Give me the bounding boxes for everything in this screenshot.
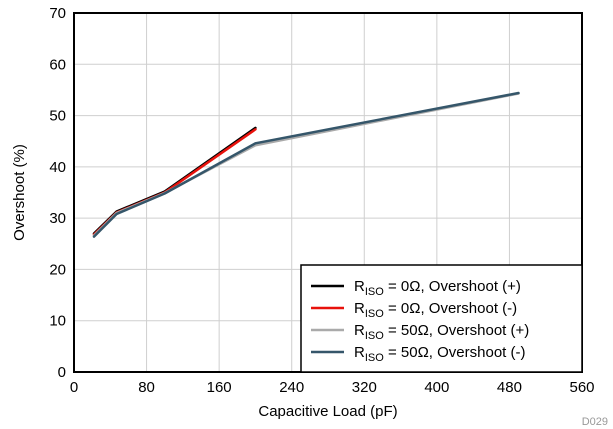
x-tick-label: 560: [569, 379, 594, 396]
x-tick-label: 0: [70, 379, 78, 396]
legend-entry-2: RISO = 0Ω, Overshoot (-): [354, 300, 517, 320]
x-axis-title: Capacitive Load (pF): [258, 403, 397, 420]
legend-entry-symbol: R: [354, 278, 365, 295]
legend-entry-description: = 0Ω, Overshoot (+): [384, 278, 521, 295]
legend-entry-subscript: ISO: [365, 330, 384, 342]
series-line-4: [92, 91, 520, 238]
y-tick-label: 70: [49, 5, 66, 22]
x-tick-label: 480: [497, 379, 522, 396]
legend-entry-symbol: R: [354, 344, 365, 361]
y-tick-label: 40: [49, 159, 66, 176]
y-tick-label: 10: [49, 313, 66, 330]
y-tick-label: 30: [49, 210, 66, 227]
x-tick-label: 160: [207, 379, 232, 396]
legend-entry-3: RISO = 50Ω, Overshoot (+): [354, 322, 529, 342]
legend-entry-description: = 50Ω, Overshoot (+): [384, 322, 529, 339]
x-axis-ticks: 0 80 160 240 320 400 480 560: [70, 379, 595, 396]
figure-code: D029: [582, 416, 608, 428]
series-line-3: [92, 92, 520, 237]
y-axis-ticks: 0 10 20 30 40 50 60 70: [49, 5, 66, 381]
legend-entry-4: RISO = 50Ω, Overshoot (-): [354, 344, 525, 364]
series-lines: [92, 91, 520, 238]
x-tick-label: 400: [424, 379, 449, 396]
y-tick-label: 0: [58, 364, 66, 381]
legend: RISO = 0Ω, Overshoot (+)RISO = 0Ω, Overs…: [300, 264, 583, 373]
legend-entry-description: = 50Ω, Overshoot (-): [384, 344, 526, 361]
grid: [73, 12, 583, 373]
x-tick-label: 320: [352, 379, 377, 396]
legend-box: [300, 264, 583, 373]
x-tick-label: 240: [279, 379, 304, 396]
legend-entry-subscript: ISO: [365, 308, 384, 320]
legend-entry-description: = 0Ω, Overshoot (-): [384, 300, 517, 317]
y-axis-title: Overshoot (%): [11, 144, 28, 241]
legend-entry-symbol: R: [354, 300, 365, 317]
legend-entry-subscript: ISO: [365, 352, 384, 364]
legend-entry-symbol: R: [354, 322, 365, 339]
series-line-2: [92, 128, 257, 236]
legend-entry-subscript: ISO: [365, 286, 384, 298]
x-tick-label: 80: [138, 379, 155, 396]
legend-entry-1: RISO = 0Ω, Overshoot (+): [354, 278, 521, 298]
y-tick-label: 60: [49, 56, 66, 73]
y-tick-label: 50: [49, 108, 66, 125]
y-tick-label: 20: [49, 261, 66, 278]
